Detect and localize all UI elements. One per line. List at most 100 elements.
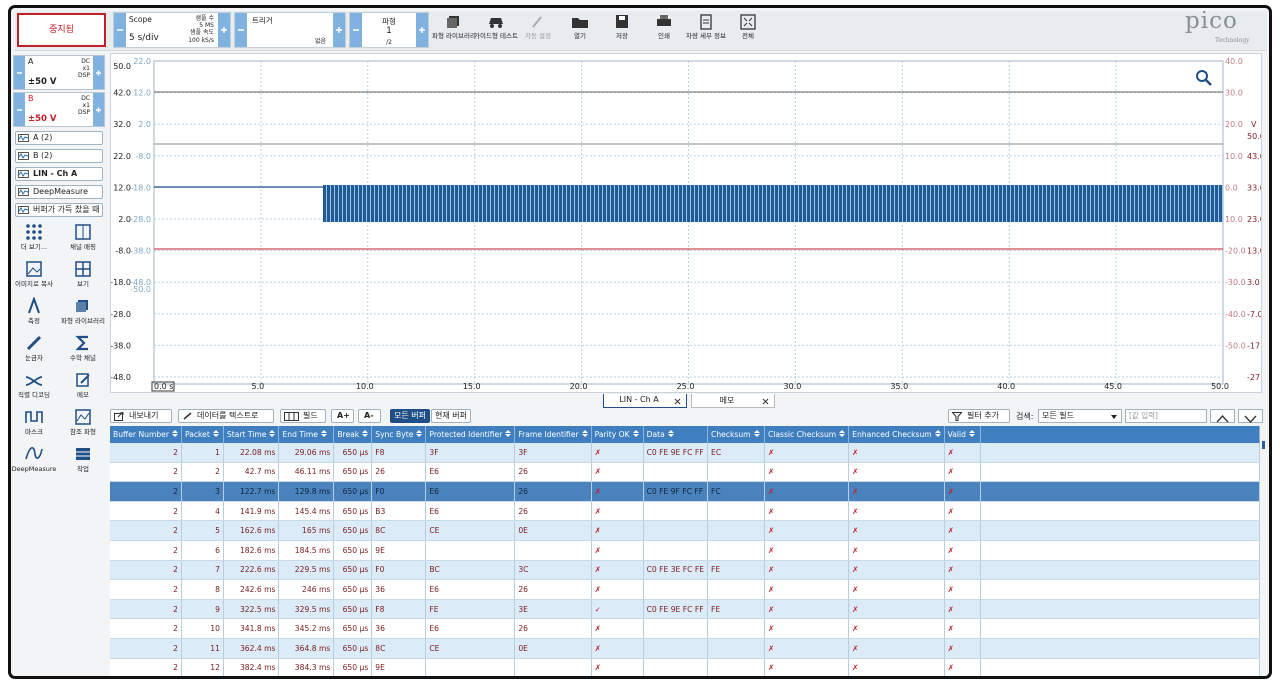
tool-icon[interactable] <box>74 223 92 241</box>
toolbar-icon[interactable] <box>487 13 505 31</box>
tool-icon[interactable] <box>25 371 43 389</box>
column-header[interactable]: Break <box>333 426 373 443</box>
toolbar-button-label[interactable]: 차량 세부 정보 <box>685 32 726 40</box>
table-row[interactable]: 2 9 322.5 ms 329.5 ms 650 µs F8 FE 3E ✓ C0 FE 9E … <box>110 599 1260 620</box>
tab[interactable]: LIN - Ch A <box>603 394 687 408</box>
next-button[interactable] <box>1238 409 1263 423</box>
tool-icon[interactable] <box>25 223 43 241</box>
tool-label[interactable]: 측정 <box>28 317 40 325</box>
tab-close[interactable] <box>674 398 681 405</box>
channel-range[interactable]: ±50 V <box>28 77 57 87</box>
toolbar-icon[interactable] <box>445 13 463 31</box>
trigger-mode[interactable]: 없음 <box>315 38 327 45</box>
tool-icon[interactable] <box>74 260 92 278</box>
channel-minus[interactable] <box>14 93 25 126</box>
toolbar-button-label[interactable]: 전체 <box>742 32 754 40</box>
channel-minus[interactable] <box>14 56 25 89</box>
table-row[interactable]: 2 6 182.6 ms 184.5 ms 650 µs 9E ✗ ✗ ✗ ✗ <box>110 540 1260 561</box>
timebase[interactable]: 5 s/div <box>129 33 159 43</box>
side-item[interactable]: 버퍼가 가득 찼을 때 <box>15 203 103 217</box>
table-row[interactable]: 2 11 362.4 ms 364.8 ms 650 µs 8C CE 0E ✗ ✗ ✗ ✗ <box>110 638 1260 659</box>
tool-label[interactable]: DeepMeasure <box>11 465 57 473</box>
tab-close[interactable] <box>762 398 769 405</box>
font-down-button[interactable]: A- <box>358 409 381 423</box>
channel-plus[interactable] <box>93 93 104 126</box>
table-row[interactable]: 2 10 341.8 ms 345.2 ms 650 µs 36 E6 26 ✗ ✗ ✗ ✗ <box>110 618 1260 639</box>
tool-label[interactable]: 작업 <box>77 465 89 473</box>
column-header[interactable]: Valid <box>944 426 981 443</box>
minus-button[interactable] <box>235 13 247 47</box>
tool-label[interactable]: 마스크 <box>25 428 43 436</box>
current-buffer-button[interactable]: 현재 버퍼 <box>431 409 471 423</box>
toolbar-icon[interactable] <box>739 13 757 31</box>
column-header[interactable]: Data <box>643 426 709 443</box>
toolbar-icon[interactable] <box>613 13 631 31</box>
channel-plus[interactable] <box>93 56 104 89</box>
all-buffers-button[interactable]: 모든 버퍼 <box>390 409 430 423</box>
column-header[interactable]: Buffer Number <box>110 426 182 443</box>
samples[interactable]: 5 MS <box>199 22 214 29</box>
font-up-button[interactable]: A+ <box>331 409 354 423</box>
search-input[interactable]: [값 입력] <box>1125 409 1207 423</box>
plus-button[interactable] <box>416 13 428 47</box>
tool-icon[interactable] <box>25 408 43 426</box>
tool-label[interactable]: 파형 라이브러리 <box>61 317 105 325</box>
table-row[interactable]: 2 1 22.08 ms 29.06 ms 650 µs F8 3F 3F ✗ C0 FE 9E … <box>110 443 1260 463</box>
column-header[interactable]: Protected Identifier <box>425 426 516 443</box>
column-header[interactable]: Classic Checksum <box>764 426 850 443</box>
channel-range[interactable]: ±50 V <box>28 114 57 124</box>
tool-icon[interactable] <box>25 334 43 352</box>
tool-icon[interactable] <box>74 445 92 463</box>
tool-label[interactable]: 더 보기... <box>20 243 48 251</box>
toolbar-button-label[interactable]: 인쇄 <box>658 32 670 40</box>
table-row[interactable]: 2 4 141.9 ms 145.4 ms 650 µs B3 E6 26 ✗ ✗ ✗ ✗ <box>110 501 1260 522</box>
plus-button[interactable] <box>333 13 345 47</box>
column-header[interactable]: Enhanced Checksum <box>848 426 945 443</box>
tool-icon[interactable] <box>74 297 92 315</box>
tool-icon[interactable] <box>74 334 92 352</box>
column-header[interactable]: Start Time <box>223 426 280 443</box>
to-text-button[interactable]: 데이터를 텍스트로 <box>178 409 274 423</box>
zoom-icon[interactable] <box>1196 70 1212 86</box>
tool-label[interactable]: 직렬 디코딩 <box>18 391 50 399</box>
tool-icon[interactable] <box>25 297 43 315</box>
column-header[interactable]: Packet <box>181 426 224 443</box>
scrollbar[interactable] <box>1262 441 1265 449</box>
tool-icon[interactable] <box>25 260 43 278</box>
tool-label[interactable]: 이미지로 복사 <box>15 280 53 288</box>
toolbar-icon[interactable] <box>571 13 589 31</box>
column-header[interactable]: Sync Byte <box>371 426 427 443</box>
toolbar-icon[interactable] <box>529 13 547 31</box>
table-row[interactable]: 2 3 122.7 ms 129.8 ms 650 µs F0 E6 26 ✗ C0 FE 9F … <box>110 481 1260 502</box>
toolbar-button-label[interactable]: 저장 <box>616 32 628 40</box>
side-item[interactable]: A (2) <box>15 131 103 145</box>
tool-label[interactable]: 채널 매핑 <box>70 243 96 251</box>
column-header[interactable]: End Time <box>278 426 335 443</box>
tool-icon[interactable] <box>25 445 43 463</box>
tool-label[interactable]: 참조 파형 <box>70 428 96 436</box>
tab[interactable]: 메모 <box>691 394 775 408</box>
tool-label[interactable]: 메모 <box>77 391 89 399</box>
toolbar-button-label[interactable]: 열기 <box>574 32 586 40</box>
add-filter-button[interactable]: 필터 추가 <box>948 409 1010 423</box>
minus-button[interactable] <box>114 13 126 47</box>
tool-icon[interactable] <box>74 371 92 389</box>
table-row[interactable]: 2 8 242.6 ms 246 ms 650 µs 36 E6 26 ✗ ✗ ✗ ✗ <box>110 579 1260 600</box>
minus-button[interactable] <box>350 13 362 47</box>
table-row[interactable]: 2 12 382.4 ms 384.3 ms 650 µs 9E ✗ ✗ ✗ ✗ <box>110 658 1260 676</box>
side-item[interactable]: DeepMeasure <box>15 185 103 199</box>
column-header[interactable]: Parity OK <box>591 426 644 443</box>
side-item[interactable]: LIN - Ch A <box>15 167 103 181</box>
plus-button[interactable] <box>218 13 230 47</box>
search-field-dropdown[interactable]: 모든 필드 <box>1038 409 1122 423</box>
toolbar-button-label[interactable]: 파형 라이브러리 <box>432 32 476 40</box>
tool-label[interactable]: 수학 채널 <box>70 354 96 362</box>
prev-button[interactable] <box>1210 409 1235 423</box>
tool-icon[interactable] <box>74 408 92 426</box>
export-button[interactable]: 내보내기 <box>110 409 172 423</box>
column-header[interactable]: Checksum <box>707 426 765 443</box>
column-header[interactable]: Frame Identifier <box>514 426 592 443</box>
table-row[interactable]: 2 7 222.6 ms 229.5 ms 650 µs F0 BC 3C ✗ C0 FE 3E … <box>110 560 1260 581</box>
side-item[interactable]: B (2) <box>15 149 103 163</box>
toolbar-icon[interactable] <box>697 13 715 31</box>
